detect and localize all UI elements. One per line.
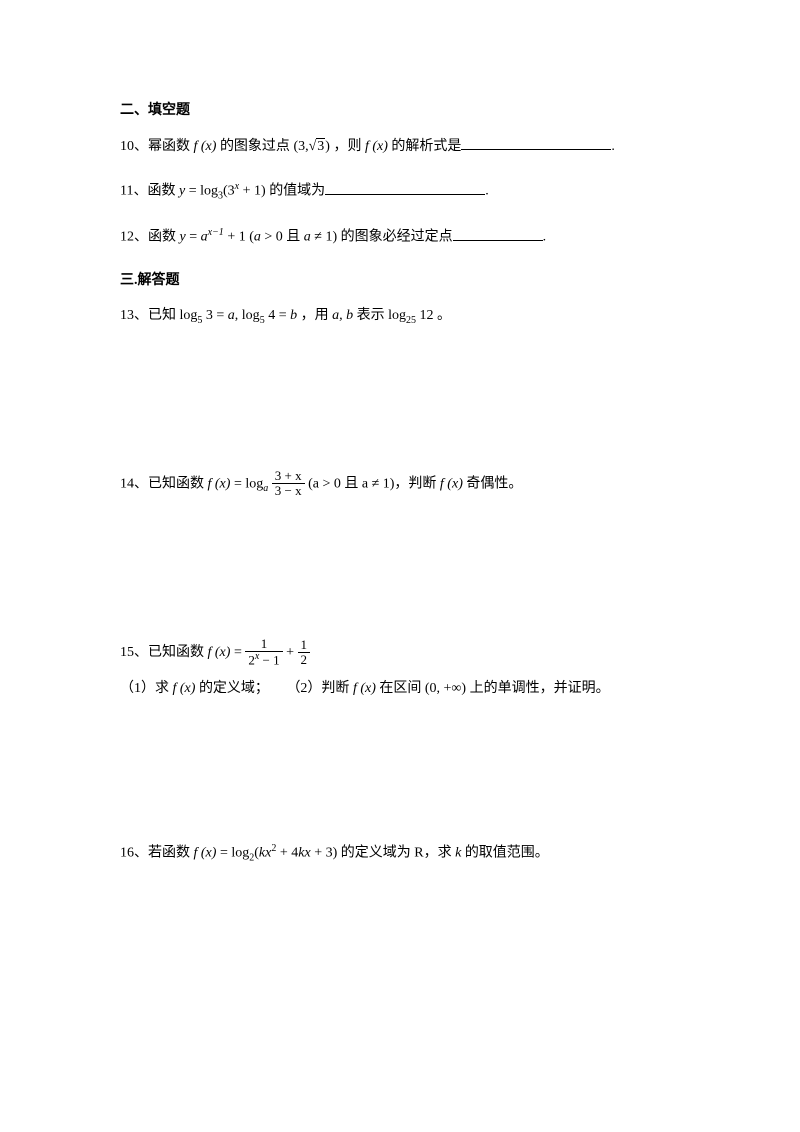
q10-period: .	[611, 139, 615, 154]
q15-eq: =	[230, 645, 245, 660]
q12-plus1: + 1 (	[224, 230, 254, 245]
q15-sub2b: 在区间	[376, 681, 425, 696]
question-12: 12、函数 y = ax−1 + 1 (a > 0 且 a ≠ 1) 的图象必经…	[120, 225, 680, 248]
q15-text: 已知函数	[148, 645, 208, 660]
workspace-gap-15	[120, 721, 680, 841]
q14-frac: 3 + x3 − x	[272, 469, 305, 497]
q12-period: .	[543, 230, 547, 245]
q12-and: 且	[283, 230, 304, 245]
q11-eq: =	[185, 184, 200, 199]
q15-interval: (0, +∞)	[425, 681, 466, 696]
q14-fx: f (x)	[208, 476, 231, 491]
q14-text: 已知函数	[148, 476, 208, 491]
q14-base: a	[263, 483, 268, 494]
q13-text: 已知	[148, 308, 180, 323]
q16-text: 若函数	[148, 845, 194, 860]
q13-arg1: 3 =	[202, 308, 227, 323]
q11-text2: 的值域为	[266, 184, 326, 199]
q13-text2: ，用	[297, 308, 332, 323]
q15-frac2: 12	[298, 638, 311, 666]
q14-text3: 奇偶性。	[463, 476, 523, 491]
q10-blank	[461, 135, 611, 150]
q10-fx2: f (x)	[365, 139, 388, 154]
q15-sub1b: 的定义域；	[195, 681, 269, 696]
q11-log: log	[200, 184, 218, 199]
q11-plus1: + 1)	[239, 184, 266, 199]
q12-number: 12、	[120, 230, 148, 245]
q10-fx: f (x)	[194, 139, 217, 154]
q12-blank	[453, 226, 543, 241]
section-2-heading: 二、填空题	[120, 100, 680, 121]
q12-eq: =	[186, 230, 201, 245]
q16-number: 16、	[120, 845, 148, 860]
q13-log2: log	[242, 308, 260, 323]
q11-text: 函数	[147, 184, 179, 199]
q12-text: 函数	[148, 230, 180, 245]
q10-sqrt: √3	[309, 136, 326, 157]
workspace-gap-14	[120, 518, 680, 638]
workspace-gap-13	[120, 350, 680, 470]
q10-text2: 的图象过点	[216, 139, 293, 154]
q13-b3: 25	[406, 315, 416, 326]
q14-log: log	[245, 476, 263, 491]
q15-fx2: f (x)	[173, 681, 196, 696]
q16-log: log	[231, 845, 249, 860]
q13-number: 13、	[120, 308, 148, 323]
q15-number: 15、	[120, 645, 148, 660]
question-10: 10、幂函数 f (x) 的图象过点 (3,√3) ，则 f (x) 的解析式是…	[120, 135, 680, 157]
q13-a: a	[228, 308, 235, 323]
q13-arg2: 4 =	[265, 308, 290, 323]
q12-a: a	[201, 230, 208, 245]
q13-period: 。	[433, 308, 451, 323]
q10-text: 幂函数	[148, 139, 194, 154]
q15-sub2: （2）判断	[286, 681, 353, 696]
q15-fx3: f (x)	[353, 681, 376, 696]
q12-a3: a	[304, 230, 311, 245]
q15-frac1: 12x − 1	[245, 637, 282, 667]
q13-ab: a, b	[332, 308, 353, 323]
q12-exp: x−1	[208, 227, 224, 238]
q14-cond: (a > 0 且 a ≠ 1)	[305, 476, 395, 491]
question-11: 11、函数 y = log3(3x + 1) 的值域为.	[120, 179, 680, 203]
document-page: 二、填空题 10、幂函数 f (x) 的图象过点 (3,√3) ，则 f (x)…	[0, 0, 800, 947]
q11-3: 3	[228, 184, 235, 199]
q12-ne1: ≠ 1)	[311, 230, 337, 245]
q13-log3: log	[388, 308, 406, 323]
q10-number: 10、	[120, 139, 148, 154]
q10-text4: 的解析式是	[388, 139, 462, 154]
q12-gt0: > 0	[261, 230, 283, 245]
q15-plus: +	[283, 645, 298, 660]
question-14: 14、已知函数 f (x) = loga 3 + x3 − x (a > 0 且…	[120, 470, 680, 498]
q13-log1: log	[180, 308, 198, 323]
question-15-subs: （1）求 f (x) 的定义域； （2）判断 f (x) 在区间 (0, +∞)…	[120, 678, 680, 699]
q13-comma: ,	[235, 308, 242, 323]
q11-blank	[325, 180, 485, 195]
q14-eq: =	[230, 476, 245, 491]
q10-text3: ，则	[333, 139, 365, 154]
q13-text3: 表示	[353, 308, 388, 323]
q13-arg3: 12	[416, 308, 434, 323]
q12-text2: 的图象必经过定点	[337, 230, 453, 245]
question-16: 16、若函数 f (x) = log2(kx2 + 4kx + 3) 的定义域为…	[120, 841, 680, 865]
q14-number: 14、	[120, 476, 148, 491]
question-13: 13、已知 log5 3 = a, log5 4 = b ，用 a, b 表示 …	[120, 305, 680, 328]
q15-sub2c: 上的单调性，并证明。	[466, 681, 610, 696]
q16-plus: + 4	[276, 845, 298, 860]
q12-a2: a	[254, 230, 261, 245]
q14-fx2: f (x)	[440, 476, 463, 491]
q16-plus3: + 3)	[311, 845, 338, 860]
section-3-heading: 三.解答题	[120, 270, 680, 291]
q11-number: 11、	[120, 184, 147, 199]
q16-text3: 的取值范围。	[461, 845, 549, 860]
q16-fx: f (x)	[194, 845, 217, 860]
q14-text2: ，判断	[394, 476, 440, 491]
q16-eq: =	[216, 845, 231, 860]
q11-period: .	[485, 184, 489, 199]
q10-three: 3,	[298, 139, 309, 154]
q15-fx: f (x)	[208, 645, 231, 660]
q15-sub1: （1）求	[120, 681, 173, 696]
question-15: 15、已知函数 f (x) = 12x − 1 + 12	[120, 638, 680, 668]
q16-text2: 的定义域为 R，求	[337, 845, 455, 860]
